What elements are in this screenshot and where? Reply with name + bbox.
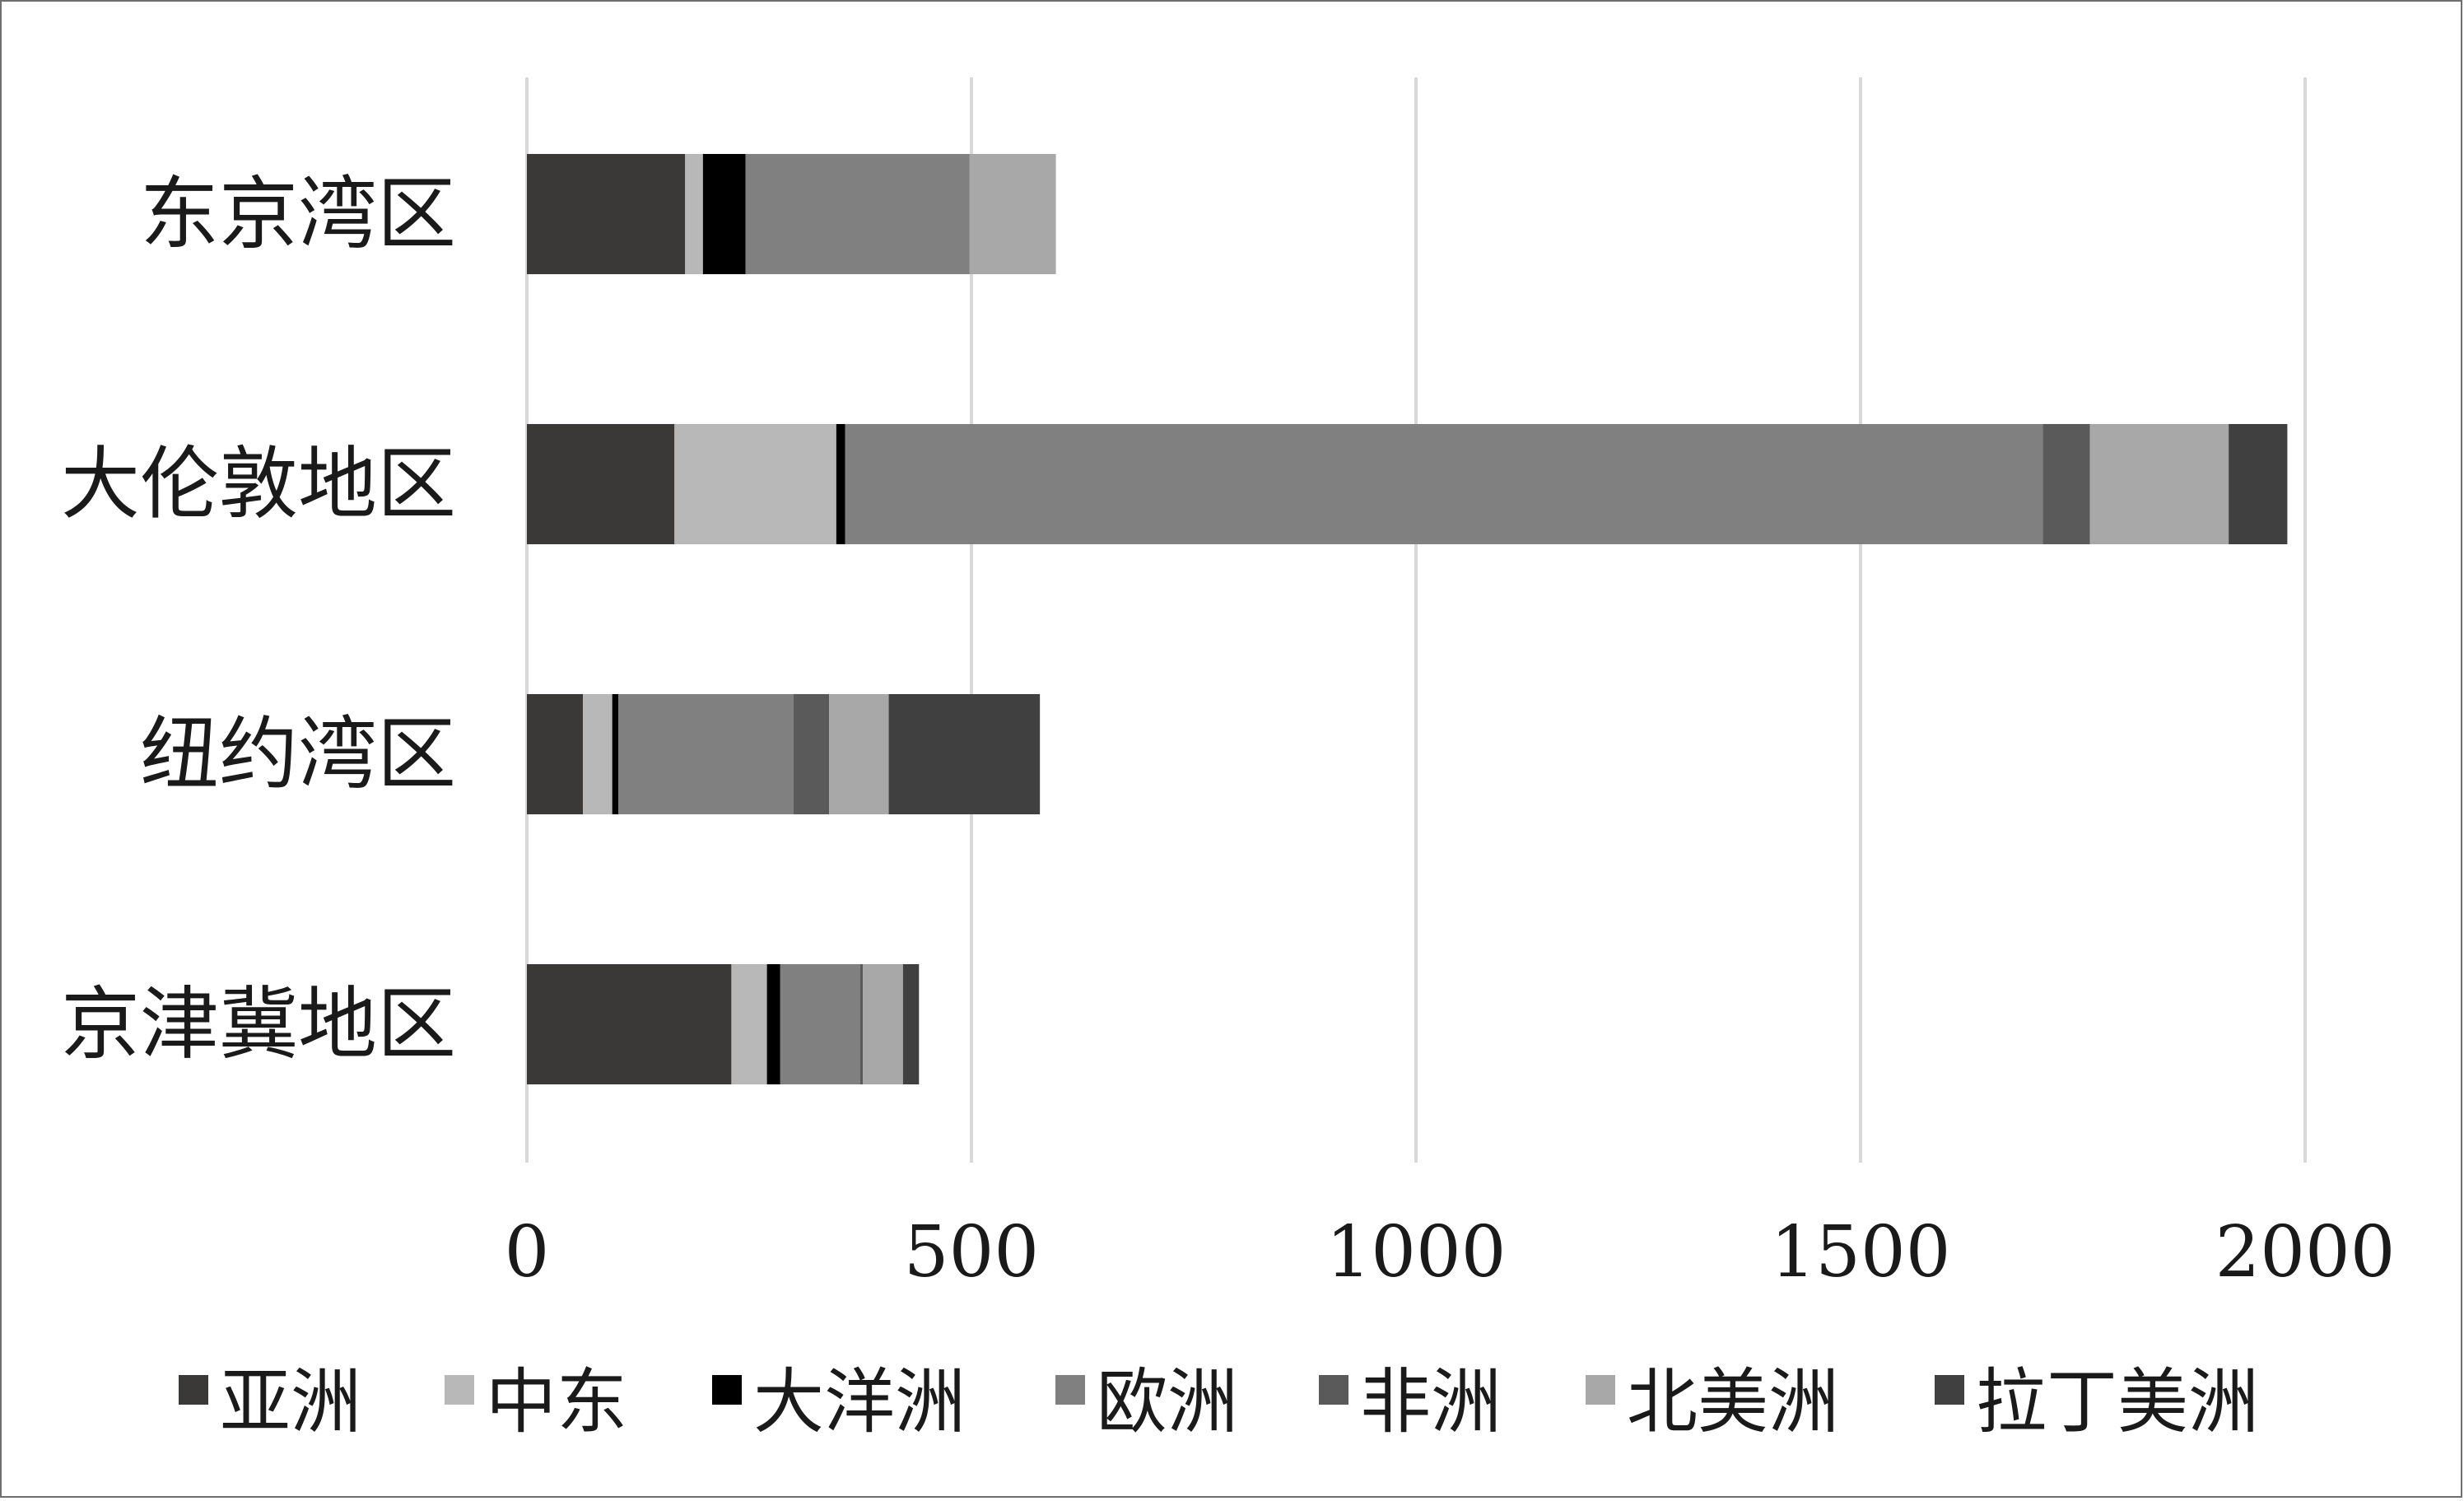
bar-segment (794, 694, 830, 814)
bar-segment (618, 694, 794, 814)
bar-segment (527, 694, 584, 814)
legend-swatch (1935, 1375, 1964, 1405)
bar-segment (685, 154, 703, 274)
bar-segment (863, 964, 903, 1084)
bar-segment (969, 154, 1056, 274)
legend-label: 非洲 (1360, 1361, 1502, 1443)
bar-segment (766, 964, 780, 1084)
legend-swatch (179, 1375, 208, 1405)
category-label: 东京湾区 (140, 168, 456, 260)
legend-swatch (1055, 1375, 1085, 1405)
bar-segment (2042, 424, 2090, 544)
legend-label: 中东 (486, 1361, 627, 1443)
legend-label: 大洋洲 (753, 1361, 966, 1443)
bar-segment (527, 424, 675, 544)
bar-segment (780, 964, 860, 1084)
bar-segment (888, 694, 1041, 814)
x-tick-label: 1000 (1326, 1211, 1507, 1294)
bar-segment (2229, 424, 2288, 544)
bar-segment (836, 424, 845, 544)
legend-label: 北美洲 (1627, 1361, 1839, 1443)
x-tick-labels: 0 500 1000 1500 2000 (505, 1211, 2396, 1294)
bar-segment (845, 424, 2043, 544)
bar-segment (829, 694, 889, 814)
legend-label: 亚洲 (220, 1361, 361, 1443)
bar-segment (902, 964, 920, 1084)
legend-swatch (1319, 1375, 1348, 1405)
legend-swatch (712, 1375, 742, 1405)
category-label: 纽约湾区 (140, 708, 456, 800)
legend-label: 拉丁美洲 (1976, 1361, 2259, 1443)
bar-segment (583, 694, 613, 814)
bars (527, 154, 2288, 1084)
legend-swatch (1586, 1375, 1615, 1405)
legend-label: 欧洲 (1097, 1361, 1238, 1443)
legend-swatch (445, 1375, 474, 1405)
bar-segment (527, 964, 732, 1084)
bar-segment (612, 694, 619, 814)
bar-segment (745, 154, 970, 274)
bar-segment (702, 154, 746, 274)
bar-segment (674, 424, 836, 544)
bar-segment (527, 154, 686, 274)
legend: 亚洲 中东 大洋洲 欧洲 非洲 北美洲 拉丁美洲 (179, 1361, 2259, 1443)
bar-segment (860, 964, 864, 1084)
bar-segment (2089, 424, 2229, 544)
category-label: 大伦敦地区 (61, 438, 456, 530)
x-tick-label: 500 (904, 1211, 1039, 1294)
x-tick-label: 2000 (2215, 1211, 2396, 1294)
bar-segment (731, 964, 767, 1084)
x-tick-label: 0 (505, 1211, 550, 1294)
x-tick-label: 1500 (1771, 1211, 1951, 1294)
category-label: 京津冀地区 (61, 978, 456, 1070)
